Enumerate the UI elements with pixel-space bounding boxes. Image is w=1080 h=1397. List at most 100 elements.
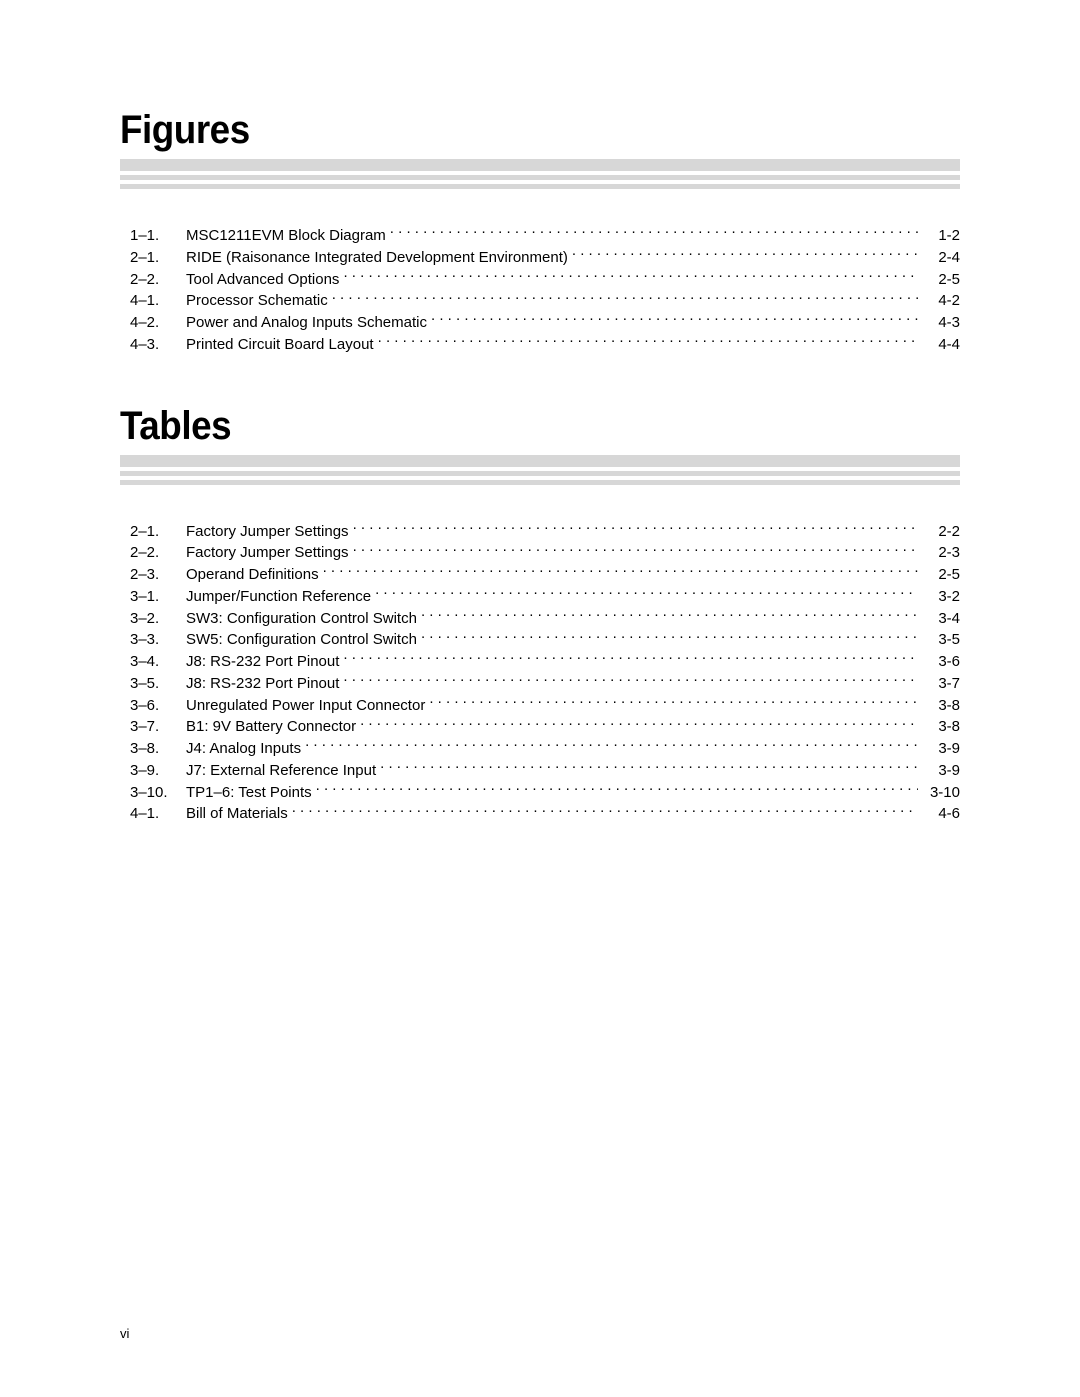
toc-leader-dots <box>353 521 918 536</box>
toc-entry-page: 3-5 <box>924 629 960 651</box>
tables-heading: Tables <box>120 404 893 449</box>
toc-entry-title: SW5: Configuration Control Switch <box>186 629 417 651</box>
toc-entry-number: 4–2. <box>130 312 186 334</box>
toc-row: 4–1.Bill of Materials 4-6 <box>130 803 960 825</box>
toc-entry-title: J8: RS-232 Port Pinout <box>186 673 339 695</box>
toc-leader-dots <box>360 716 918 731</box>
toc-entry-title: Tool Advanced Options <box>186 269 339 291</box>
toc-row: 3–7.B1: 9V Battery Connector 3-8 <box>130 716 960 738</box>
toc-leader-dots <box>431 312 918 327</box>
figures-section: Figures 1–1.MSC1211EVM Block Diagram1-22… <box>120 108 960 356</box>
toc-entry-page: 2-3 <box>924 542 960 564</box>
toc-entry-title: Bill of Materials <box>186 803 288 825</box>
toc-leader-dots <box>421 629 918 644</box>
toc-entry-page: 2-2 <box>924 521 960 543</box>
toc-entry-title: Processor Schematic <box>186 290 328 312</box>
rule-thick <box>120 159 960 171</box>
toc-leader-dots <box>421 608 918 623</box>
toc-entry-page: 4-2 <box>924 290 960 312</box>
heading-rules <box>120 159 960 189</box>
toc-leader-dots <box>343 269 918 284</box>
toc-entry-page: 2-4 <box>924 247 960 269</box>
toc-entry-page: 3-9 <box>924 738 960 760</box>
rule-thin <box>120 175 960 180</box>
rule-thin <box>120 480 960 485</box>
toc-entry-number: 4–1. <box>130 290 186 312</box>
toc-leader-dots <box>323 564 918 579</box>
toc-row: 2–3.Operand Definitions 2-5 <box>130 564 960 586</box>
toc-entry-number: 3–8. <box>130 738 186 760</box>
toc-leader-dots <box>390 225 918 240</box>
toc-entry-number: 2–1. <box>130 247 186 269</box>
toc-entry-number: 3–7. <box>130 716 186 738</box>
toc-row: 3–1.Jumper/Function Reference 3-2 <box>130 586 960 608</box>
toc-entry-number: 4–3. <box>130 334 186 356</box>
toc-entry-page: 2-5 <box>924 564 960 586</box>
heading-rules <box>120 455 960 485</box>
toc-entry-number: 3–4. <box>130 651 186 673</box>
toc-entry-title: MSC1211EVM Block Diagram <box>186 225 386 247</box>
toc-row: 3–6.Unregulated Power Input Connector 3-8 <box>130 695 960 717</box>
toc-entry-number: 2–2. <box>130 269 186 291</box>
toc-row: 3–10.TP1–6: Test Points3-10 <box>130 782 960 804</box>
toc-entry-number: 1–1. <box>130 225 186 247</box>
toc-leader-dots <box>305 738 918 753</box>
toc-entry-title: Jumper/Function Reference <box>186 586 371 608</box>
toc-entry-page: 1-2 <box>924 225 960 247</box>
toc-row: 4–3.Printed Circuit Board Layout4-4 <box>130 334 960 356</box>
toc-entry-title: SW3: Configuration Control Switch <box>186 608 417 630</box>
toc-entry-page: 3-8 <box>924 716 960 738</box>
toc-row: 3–8.J4: Analog Inputs 3-9 <box>130 738 960 760</box>
toc-leader-dots <box>316 782 918 797</box>
toc-row: 4–2.Power and Analog Inputs Schematic 4-3 <box>130 312 960 334</box>
toc-entry-title: J8: RS-232 Port Pinout <box>186 651 339 673</box>
tables-section: Tables 2–1.Factory Jumper Settings2-22–2… <box>120 404 960 826</box>
toc-row: 3–4.J8: RS-232 Port Pinout 3-6 <box>130 651 960 673</box>
toc-leader-dots <box>343 651 918 666</box>
toc-row: 3–3.SW5: Configuration Control Switch 3-5 <box>130 629 960 651</box>
toc-entry-title: Power and Analog Inputs Schematic <box>186 312 427 334</box>
toc-entry-title: Factory Jumper Settings <box>186 521 349 543</box>
toc-entry-page: 3-7 <box>924 673 960 695</box>
rule-thick <box>120 455 960 467</box>
toc-entry-title: J4: Analog Inputs <box>186 738 301 760</box>
toc-leader-dots <box>378 334 918 349</box>
toc-entry-page: 3-9 <box>924 760 960 782</box>
toc-row: 3–5.J8: RS-232 Port Pinout3-7 <box>130 673 960 695</box>
toc-row: 2–2.Factory Jumper Settings2-3 <box>130 542 960 564</box>
toc-entry-page: 2-5 <box>924 269 960 291</box>
toc-row: 2–1.Factory Jumper Settings 2-2 <box>130 521 960 543</box>
toc-entry-page: 4-3 <box>924 312 960 334</box>
toc-entry-title: Factory Jumper Settings <box>186 542 349 564</box>
toc-entry-number: 2–1. <box>130 521 186 543</box>
toc-entry-number: 3–1. <box>130 586 186 608</box>
toc-entry-number: 3–2. <box>130 608 186 630</box>
toc-entry-title: B1: 9V Battery Connector <box>186 716 356 738</box>
toc-entry-number: 3–6. <box>130 695 186 717</box>
toc-entry-number: 2–3. <box>130 564 186 586</box>
toc-entry-page: 3-10 <box>924 782 960 804</box>
toc-row: 4–1.Processor Schematic 4-2 <box>130 290 960 312</box>
toc-entry-page: 3-6 <box>924 651 960 673</box>
toc-leader-dots <box>572 247 918 262</box>
toc-leader-dots <box>380 760 918 775</box>
toc-row: 3–2.SW3: Configuration Control Switch 3-4 <box>130 608 960 630</box>
toc-entry-title: J7: External Reference Input <box>186 760 376 782</box>
toc-entry-number: 4–1. <box>130 803 186 825</box>
toc-leader-dots <box>332 290 918 305</box>
toc-entry-page: 3-8 <box>924 695 960 717</box>
toc-entry-page: 3-2 <box>924 586 960 608</box>
toc-entry-title: RIDE (Raisonance Integrated Development … <box>186 247 568 269</box>
toc-entry-number: 3–10. <box>130 782 186 804</box>
toc-entry-title: Operand Definitions <box>186 564 319 586</box>
toc-entry-title: Unregulated Power Input Connector <box>186 695 425 717</box>
toc-entry-title: Printed Circuit Board Layout <box>186 334 374 356</box>
toc-row: 2–1.RIDE (Raisonance Integrated Developm… <box>130 247 960 269</box>
toc-entry-page: 3-4 <box>924 608 960 630</box>
toc-entry-page: 4-6 <box>924 803 960 825</box>
toc-entry-number: 3–3. <box>130 629 186 651</box>
rule-thin <box>120 471 960 476</box>
toc-leader-dots <box>292 803 918 818</box>
toc-row: 3–9.J7: External Reference Input3-9 <box>130 760 960 782</box>
toc-row: 1–1.MSC1211EVM Block Diagram 1-2 <box>130 225 960 247</box>
